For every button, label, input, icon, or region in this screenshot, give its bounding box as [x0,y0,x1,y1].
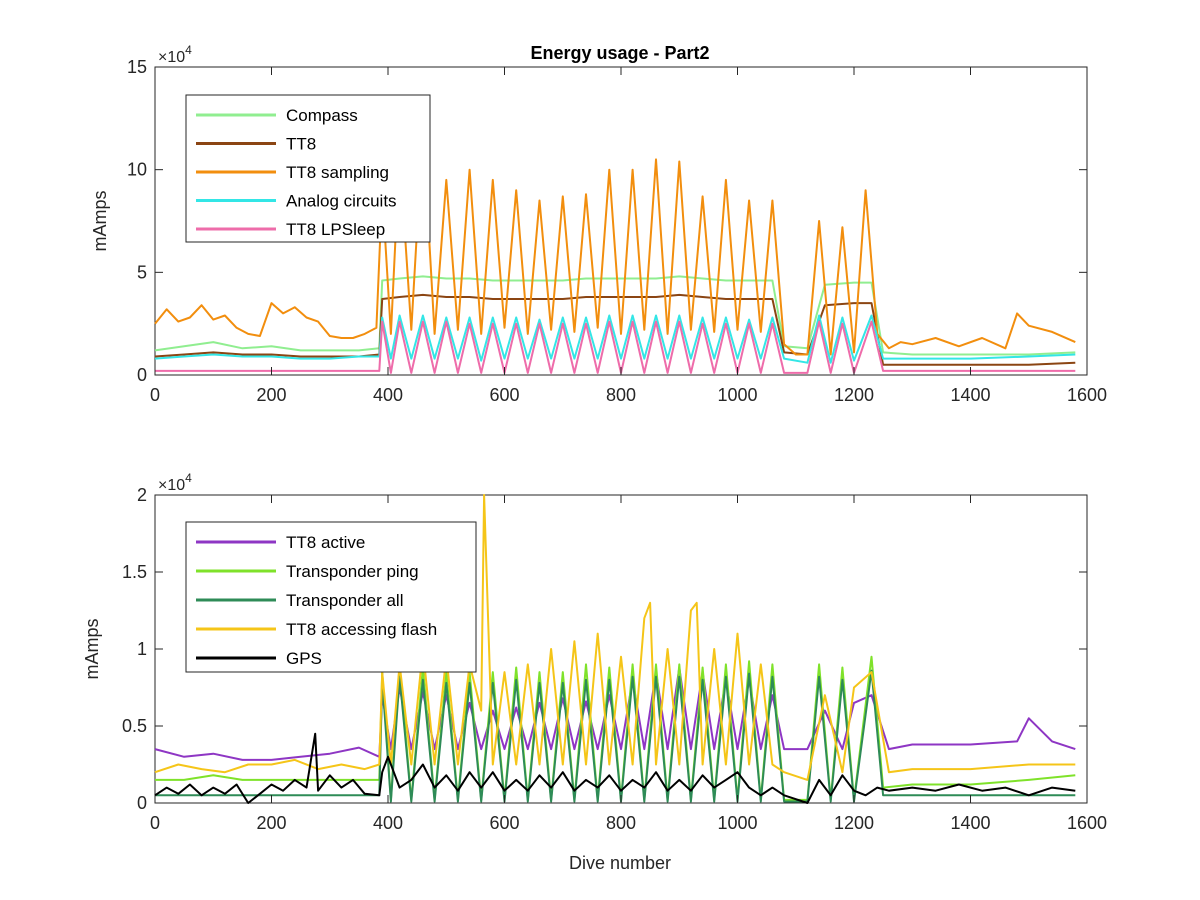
chart-title: Energy usage - Part2 [530,43,709,63]
bottom-chart-x-ticks: 0 200 400 600 800 1000 1200 1400 1600 [150,495,1107,833]
top-chart-y-ticks: 0 5 10 15 [127,57,1087,385]
y-tick-label: 2 [137,485,147,505]
x-tick-label: 600 [489,813,519,833]
top-chart-exponent-power: 4 [185,43,192,57]
top-chart-exponent-base: ×10 [158,49,185,66]
top-chart-legend-box [185,94,431,243]
top-chart-y-axis-label: mAmps [90,190,110,251]
bottom-chart-y-ticks: 0 0.5 1 1.5 2 [122,485,1087,813]
top-chart-legend: Compass TT8 TT8 sampling Analog circuits TT8… [185,94,431,243]
x-tick-label: 1000 [717,385,757,405]
legend-label-transponder-ping: Transponder ping [286,562,419,581]
x-tick-label: 1400 [950,813,990,833]
y-tick-label: 15 [127,57,147,77]
y-tick-label: 0 [137,365,147,385]
top-chart-exponent-label: ×104 [158,43,192,66]
x-axis-label: Dive number [569,853,671,873]
top-chart-series-group [154,127,1076,374]
legend-label-tt8-active: TT8 active [286,533,365,552]
x-tick-label: 1200 [834,813,874,833]
bottom-chart-exponent-power: 4 [185,471,192,485]
bottom-chart-exponent-label: ×104 [158,471,192,494]
bottom-chart-exponent-base: ×10 [158,477,185,494]
bottom-chart-legend: TT8 active Transponder ping Transponder al… [185,521,477,673]
bottom-chart-series-group [154,494,1076,804]
legend-label-gps: GPS [286,649,322,668]
legend-label-compass: Compass [286,106,358,125]
bottom-chart-panel: 0 200 400 600 800 1000 1200 1400 1600 00.511.52 … [82,471,1107,873]
x-tick-label: 1400 [950,385,990,405]
x-tick-label: 800 [606,385,636,405]
y-tick-label: 5 [137,262,147,282]
y-tick-label: 10 [127,160,147,180]
y-tick-label: 0.5 [122,716,147,736]
legend-label-tt8: TT8 [286,135,316,154]
y-tick-label: 0 [137,793,147,813]
legend-label-transponder-all: Transponder all [286,591,404,610]
x-tick-label: 200 [256,813,286,833]
x-tick-label: 0 [150,813,160,833]
y-tick-label: 1.5 [122,562,147,582]
bottom-chart-y-axis-label: mAmps [82,618,102,679]
x-tick-label: 800 [606,813,636,833]
x-tick-label: 400 [373,813,403,833]
x-tick-label: 1600 [1067,813,1107,833]
series-line-compass [154,275,1076,356]
legend-label-tt8-sampling: TT8 sampling [286,163,389,182]
top-chart-x-ticks: 0 200 400 600 800 1000 1200 1400 1600 [150,67,1107,405]
series-line-gps [154,732,1076,804]
x-tick-label: 600 [489,385,519,405]
series-line-tt8-lpsleep [155,320,1076,374]
series-line-tt8-accessing-flash [154,494,1076,781]
x-tick-label: 1000 [717,813,757,833]
series-line-tt8-sampling [154,127,1076,356]
top-chart-panel: 0 200 400 600 800 1000 1200 1400 1600 0 5 10 15 Ene… [90,43,1107,405]
x-tick-label: 400 [373,385,403,405]
legend-label-tt8-accessing-flash: TT8 accessing flash [286,620,437,639]
series-line-tt8 [154,293,1076,366]
x-tick-label: 1600 [1067,385,1107,405]
x-tick-label: 0 [150,385,160,405]
x-tick-label: 1200 [834,385,874,405]
x-tick-label: 200 [256,385,286,405]
bottom-chart-legend-box [185,521,477,673]
series-line-transponder-all [155,669,1076,803]
legend-label-analog-circuits: Analog circuits [286,192,397,211]
legend-label-tt8-lpsleep: TT8 LPSleep [286,220,385,239]
y-tick-label: 1 [137,639,147,659]
